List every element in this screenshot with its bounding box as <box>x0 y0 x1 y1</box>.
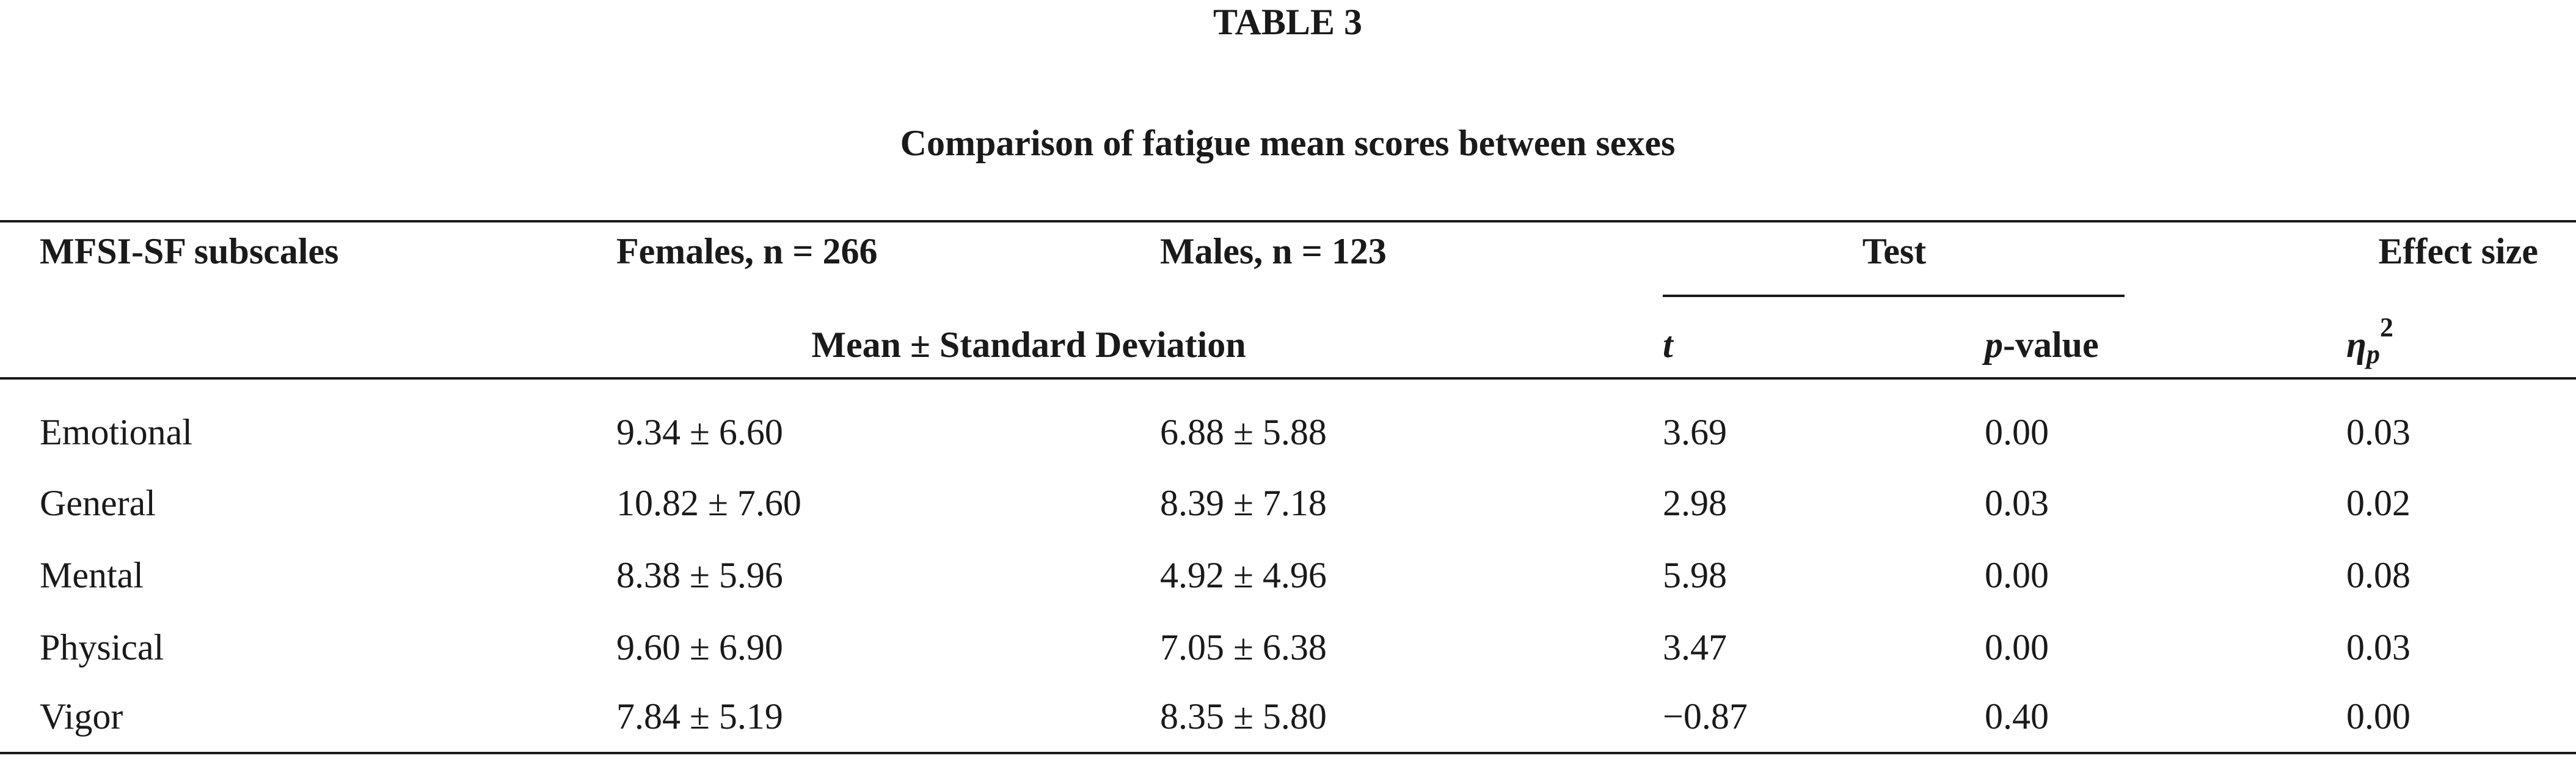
table-cell: 0.00 <box>1985 555 2049 595</box>
table-cell: −0.87 <box>1663 696 1748 737</box>
header-part: η <box>2346 325 2366 365</box>
table-cell: 0.03 <box>1985 483 2049 523</box>
table-cell: 9.60 ± 6.90 <box>616 627 783 667</box>
table-cell: 6.88 ± 5.88 <box>1160 412 1327 452</box>
table-cell: 0.02 <box>2346 483 2410 523</box>
table-cell: General <box>40 483 156 523</box>
table-cell: 2.98 <box>1663 483 1727 523</box>
header-cell: p-value <box>1982 325 2099 365</box>
table-cell: 8.38 ± 5.96 <box>616 555 783 595</box>
header-cell: Males, n = 123 <box>1160 231 1387 271</box>
table-cell: 5.98 <box>1663 555 1727 595</box>
header-part: -value <box>2003 325 2099 365</box>
table-cell: 8.39 ± 7.18 <box>1160 483 1327 523</box>
table-cell: 9.34 ± 6.60 <box>616 412 783 452</box>
table-cell: 0.03 <box>2346 412 2410 452</box>
table-cell: 0.40 <box>1985 696 2049 737</box>
table-cell: 0.00 <box>1985 412 2049 452</box>
table-cell: 0.03 <box>2346 627 2410 667</box>
table-cell: 10.82 ± 7.60 <box>616 483 801 523</box>
table-label: TABLE 3 <box>1213 2 1362 42</box>
header-part: 2 <box>2380 312 2393 342</box>
table-cell: Vigor <box>40 696 123 737</box>
header-part: p <box>2364 339 2380 369</box>
table-cell: 0.08 <box>2346 555 2410 595</box>
header-cell: Mean ± Standard Deviation <box>811 325 1246 365</box>
header-cell: t <box>1663 325 1674 365</box>
table-title: Comparison of fatigue mean scores betwee… <box>900 123 1676 163</box>
table-cell: 8.35 ± 5.80 <box>1160 696 1327 737</box>
table-cell: Emotional <box>40 412 192 452</box>
table-cell: 4.92 ± 4.96 <box>1160 555 1327 595</box>
table-cell: 3.69 <box>1663 412 1727 452</box>
header-cell: ηp2 <box>2346 312 2393 369</box>
table-cell: 0.00 <box>1985 627 2049 667</box>
header-part: p <box>1982 325 2003 365</box>
table-cell: 7.84 ± 5.19 <box>616 696 783 737</box>
table-cell: 0.00 <box>2346 696 2410 737</box>
header-cell: Effect size <box>2378 231 2538 271</box>
table-cell: Physical <box>40 627 164 667</box>
header-cell: MFSI-SF subscales <box>40 231 339 271</box>
table-cell: Mental <box>40 555 144 595</box>
header-cell: Females, n = 266 <box>616 231 877 271</box>
header-cell: Test <box>1863 231 1926 271</box>
table-cell: 3.47 <box>1663 627 1727 667</box>
table-cell: 7.05 ± 6.38 <box>1160 627 1327 667</box>
